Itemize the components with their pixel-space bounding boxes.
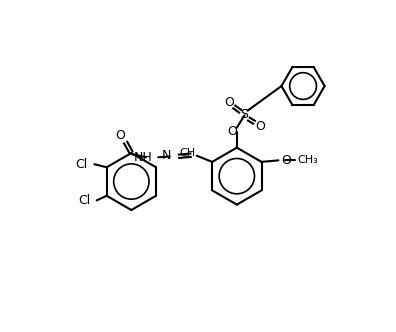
Text: N: N [162,149,171,162]
Text: O: O [227,125,237,138]
Text: NH: NH [133,151,152,164]
Text: Cl: Cl [78,194,91,207]
Text: O: O [281,154,291,167]
Text: O: O [224,96,234,109]
Text: Cl: Cl [75,158,88,171]
Text: O: O [116,129,126,142]
Text: CH₃: CH₃ [297,155,318,165]
Text: O: O [255,120,265,132]
Text: CH: CH [179,148,195,158]
Text: S: S [240,108,249,121]
